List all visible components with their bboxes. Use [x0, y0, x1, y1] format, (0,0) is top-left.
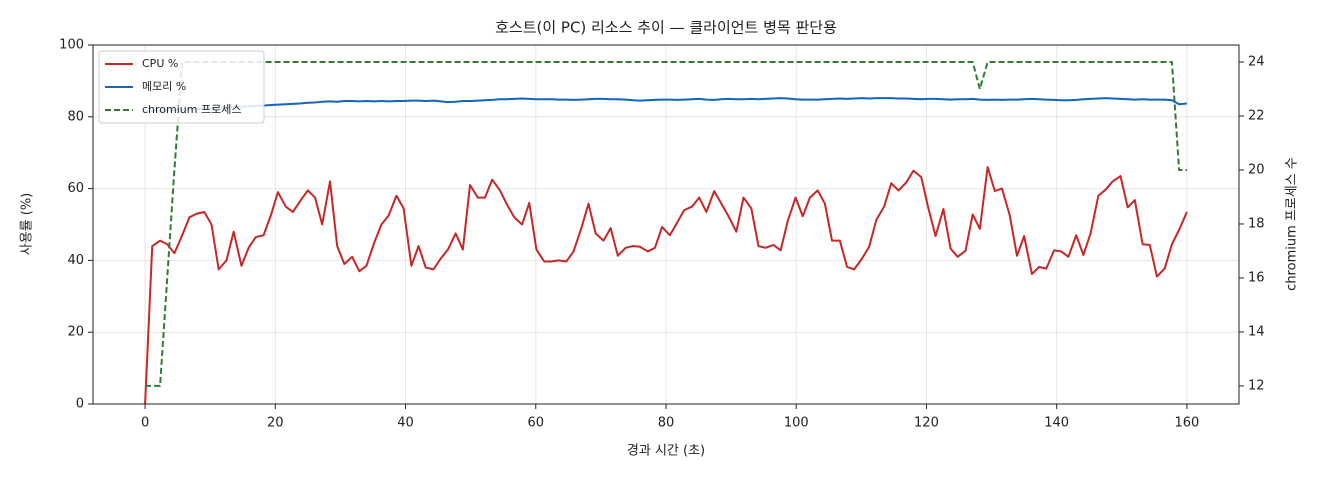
y-tick-label: 20	[67, 325, 84, 340]
y2-tick-label: 18	[1248, 216, 1265, 231]
x-tick-label: 80	[658, 416, 675, 431]
y-tick-label: 60	[67, 181, 84, 196]
y-axis-label: 사용률 (%)	[20, 193, 35, 256]
legend-label: 메모리 %	[142, 80, 186, 93]
y-tick-label: 40	[67, 253, 84, 268]
plot-frame	[92, 44, 1240, 405]
y2-axis-label: chromium 프로세스 수	[1285, 157, 1300, 291]
series-line	[145, 97, 1188, 113]
x-axis-label: 경과 시간 (초)	[627, 444, 705, 459]
y2-tick-label: 22	[1248, 108, 1265, 123]
legend-label: chromium 프로세스	[142, 103, 241, 116]
x-tick-label: 60	[527, 416, 544, 431]
x-tick-label: 140	[1044, 416, 1069, 431]
legend-box	[98, 50, 265, 124]
legend-label: CPU %	[142, 57, 178, 70]
series-line	[144, 166, 1188, 405]
y-tick-label: 0	[76, 397, 84, 412]
y2-tick-label: 12	[1248, 378, 1265, 393]
series-line	[145, 61, 1187, 387]
y2-tick-label: 16	[1248, 270, 1265, 285]
y-tick-label: 100	[59, 38, 84, 53]
x-tick-label: 0	[141, 416, 149, 431]
x-tick-label: 120	[914, 416, 939, 431]
y-tick-label: 80	[67, 109, 84, 124]
x-tick-label: 20	[267, 416, 284, 431]
x-tick-label: 100	[784, 416, 809, 431]
chart-title: 호스트(이 PC) 리소스 추이 — 클라이언트 병목 판단용	[495, 19, 837, 37]
y2-tick-label: 14	[1248, 324, 1265, 339]
y2-tick-label: 20	[1248, 162, 1265, 177]
x-tick-label: 160	[1174, 416, 1199, 431]
y2-tick-label: 24	[1248, 55, 1265, 70]
x-tick-label: 40	[397, 416, 414, 431]
